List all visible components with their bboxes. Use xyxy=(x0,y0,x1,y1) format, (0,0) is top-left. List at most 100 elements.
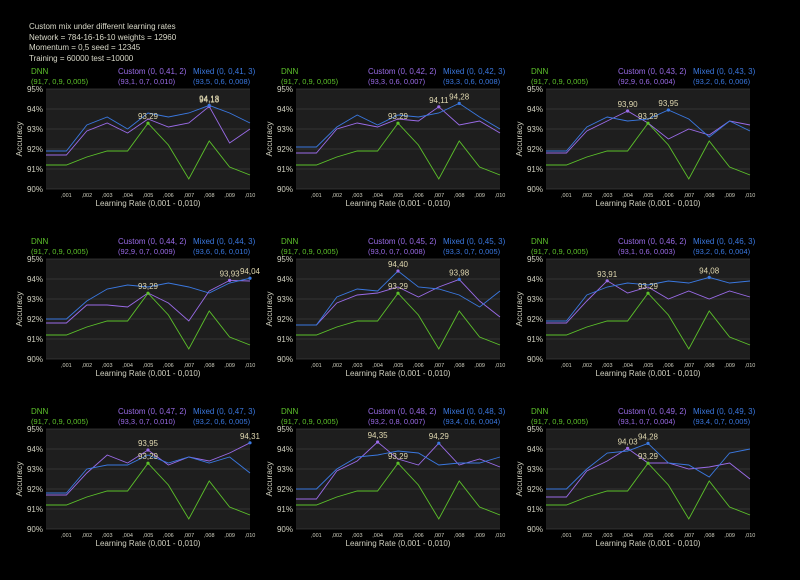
x-tick-label: ,001 xyxy=(311,193,322,199)
annotation-marker xyxy=(646,291,650,295)
y-tick-label: 91% xyxy=(527,165,543,174)
x-tick-label: ,008 xyxy=(704,363,715,369)
header-network: Network = 784-16-16-10 weights = 12960 xyxy=(29,32,177,42)
legend: DNN(91,7, 0,9, 0,005) Custom (0, 0,44, 2)… xyxy=(31,237,256,256)
x-tick-label: ,003 xyxy=(352,193,363,199)
x-tick-label: ,007 xyxy=(683,533,694,539)
x-tick-label: ,002 xyxy=(81,363,92,369)
y-tick-label: 95% xyxy=(27,425,43,434)
legend: DNN(91,7, 0,9, 0,005) Custom (0, 0,41, 2)… xyxy=(31,67,256,86)
annotation-marker xyxy=(146,461,150,465)
annotation-label: 93,29 xyxy=(388,282,409,291)
plot-area xyxy=(46,429,250,529)
x-tick-label: ,003 xyxy=(352,533,363,539)
annotation-label: 94,40 xyxy=(388,260,409,269)
y-tick-label: 92% xyxy=(277,315,293,324)
x-tick-label: ,008 xyxy=(454,193,465,199)
y-tick-label: 91% xyxy=(527,335,543,344)
x-tick-label: ,008 xyxy=(454,533,465,539)
legend-params-mixed: (93,6, 0,6, 0,010) xyxy=(193,247,251,256)
legend-name-mixed: Mixed (0, 0,42, 3) xyxy=(443,67,506,76)
x-tick-label: ,007 xyxy=(433,533,444,539)
x-tick-label: ,006 xyxy=(163,193,174,199)
x-tick-label: ,010 xyxy=(495,533,506,539)
annotation-label: 93,98 xyxy=(449,268,470,277)
y-tick-label: 95% xyxy=(277,425,293,434)
x-tick-label: ,003 xyxy=(352,363,363,369)
legend-params-mixed: (93,2, 0,6, 0,004) xyxy=(693,247,751,256)
plot-area xyxy=(296,429,500,529)
y-tick-label: 94% xyxy=(527,445,543,454)
annotation-label: 93,29 xyxy=(638,452,659,461)
y-tick-label: 95% xyxy=(527,85,543,94)
annotation-marker xyxy=(146,121,150,125)
legend-name-mixed: Mixed (0, 0,49, 3) xyxy=(693,407,756,416)
x-tick-label: ,005 xyxy=(143,363,154,369)
annotation-marker xyxy=(646,121,650,125)
legend-name-custom: Custom (0, 0,44, 2) xyxy=(118,237,187,246)
annotation-label: 94,35 xyxy=(368,431,389,440)
legend-params-custom: (93,3, 0,7, 0,010) xyxy=(118,417,176,426)
y-tick-label: 90% xyxy=(527,525,543,534)
x-tick-label: ,004 xyxy=(122,193,133,199)
y-tick-label: 92% xyxy=(277,145,293,154)
y-tick-label: 90% xyxy=(527,185,543,194)
x-tick-label: ,010 xyxy=(495,193,506,199)
legend-name-mixed: Mixed (0, 0,44, 3) xyxy=(193,237,256,246)
y-tick-label: 92% xyxy=(527,145,543,154)
annotation-marker xyxy=(146,448,150,452)
y-tick-label: 94% xyxy=(27,275,43,284)
x-tick-label: ,010 xyxy=(495,363,506,369)
annotation-label: 94,03 xyxy=(618,437,639,446)
series-line-mixed xyxy=(296,450,501,490)
annotation-marker xyxy=(666,108,671,112)
legend-name-dnn: DNN xyxy=(281,407,299,416)
annotation-label: 94,04 xyxy=(240,267,261,276)
series-line-mixed xyxy=(546,276,751,322)
x-axis-label: Learning Rate (0,001 - 0,010) xyxy=(346,539,451,548)
annotation-marker xyxy=(207,103,211,107)
annotation-label: 93,29 xyxy=(638,112,659,121)
x-axis-label: Learning Rate (0,001 - 0,010) xyxy=(96,199,201,208)
chart-panel-8: DNN(91,7, 0,9, 0,005) Custom (0, 0,48, 2)… xyxy=(264,407,506,548)
x-tick-label: ,003 xyxy=(102,193,113,199)
y-tick-label: 95% xyxy=(527,425,543,434)
x-tick-label: ,003 xyxy=(102,363,113,369)
series-line-custom xyxy=(46,105,251,156)
y-tick-label: 93% xyxy=(527,125,543,134)
x-tick-label: ,010 xyxy=(745,363,756,369)
plot-area xyxy=(546,89,750,189)
legend-params-dnn: (91,7, 0,9, 0,005) xyxy=(531,417,589,426)
annotation-marker xyxy=(646,461,650,465)
y-axis-label: Accuracy xyxy=(264,291,274,327)
x-tick-label: ,008 xyxy=(204,193,215,199)
annotation-label: 94,29 xyxy=(429,432,450,441)
x-tick-label: ,008 xyxy=(704,193,715,199)
annotation-label: 93,95 xyxy=(138,439,159,448)
y-tick-label: 92% xyxy=(27,315,43,324)
y-tick-label: 93% xyxy=(277,465,293,474)
legend-params-dnn: (91,7, 0,9, 0,005) xyxy=(31,77,89,86)
legend-params-mixed: (93,3, 0,6, 0,008) xyxy=(443,77,501,86)
y-axis-label: Accuracy xyxy=(514,121,524,157)
x-tick-label: ,003 xyxy=(102,533,113,539)
x-tick-label: ,004 xyxy=(122,363,133,369)
y-axis-label: Accuracy xyxy=(14,461,24,497)
x-axis-label: Learning Rate (0,001 - 0,010) xyxy=(346,199,451,208)
annotation-label: 93,29 xyxy=(388,112,409,121)
y-tick-label: 94% xyxy=(277,105,293,114)
x-tick-label: ,010 xyxy=(245,363,256,369)
annotation-marker xyxy=(396,291,400,295)
x-tick-label: ,009 xyxy=(474,363,485,369)
legend-name-dnn: DNN xyxy=(531,407,549,416)
x-tick-label: ,004 xyxy=(622,193,633,199)
y-tick-label: 94% xyxy=(27,105,43,114)
x-tick-label: ,004 xyxy=(122,533,133,539)
legend-name-dnn: DNN xyxy=(31,237,49,246)
x-tick-label: ,002 xyxy=(581,533,592,539)
x-tick-label: ,003 xyxy=(602,533,613,539)
x-tick-label: ,001 xyxy=(311,363,322,369)
y-tick-label: 91% xyxy=(27,335,43,344)
x-tick-label: ,008 xyxy=(454,363,465,369)
x-tick-label: ,001 xyxy=(61,193,72,199)
